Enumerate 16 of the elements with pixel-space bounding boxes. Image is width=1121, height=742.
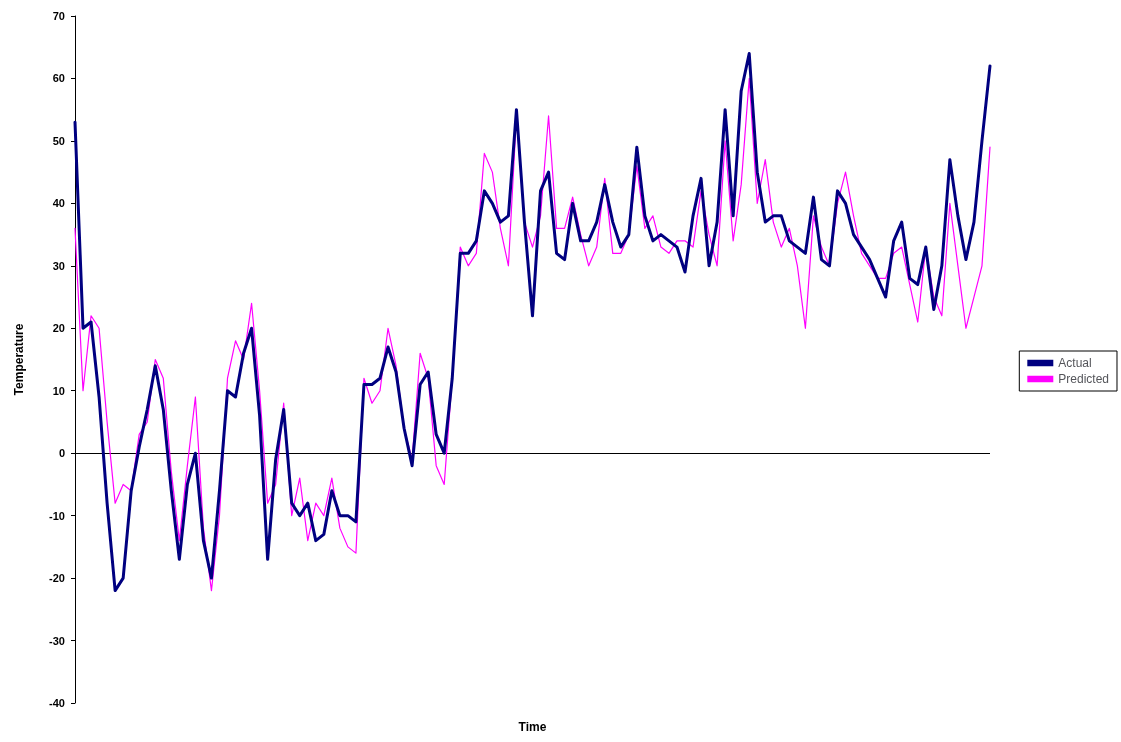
y-tick-label: 50 bbox=[52, 134, 65, 147]
x-axis-title: Time bbox=[518, 720, 547, 734]
y-tick-label: -10 bbox=[49, 509, 65, 522]
y-tick-label: -40 bbox=[49, 697, 65, 709]
y-tick-label: -30 bbox=[49, 634, 65, 647]
y-tick-label: 70 bbox=[52, 10, 65, 22]
legend-label: Actual bbox=[1058, 356, 1092, 370]
y-tick-label: 30 bbox=[52, 259, 65, 272]
y-tick-label: -20 bbox=[49, 572, 65, 585]
y-tick-label: 10 bbox=[52, 384, 65, 397]
y-tick-label: 60 bbox=[52, 72, 65, 85]
legend-label: Predicted bbox=[1058, 372, 1110, 386]
y-axis-title: Temperature bbox=[12, 323, 26, 396]
y-tick-label: 0 bbox=[58, 447, 65, 460]
y-tick-label: 40 bbox=[52, 197, 65, 210]
y-tick-label: 20 bbox=[52, 322, 65, 335]
